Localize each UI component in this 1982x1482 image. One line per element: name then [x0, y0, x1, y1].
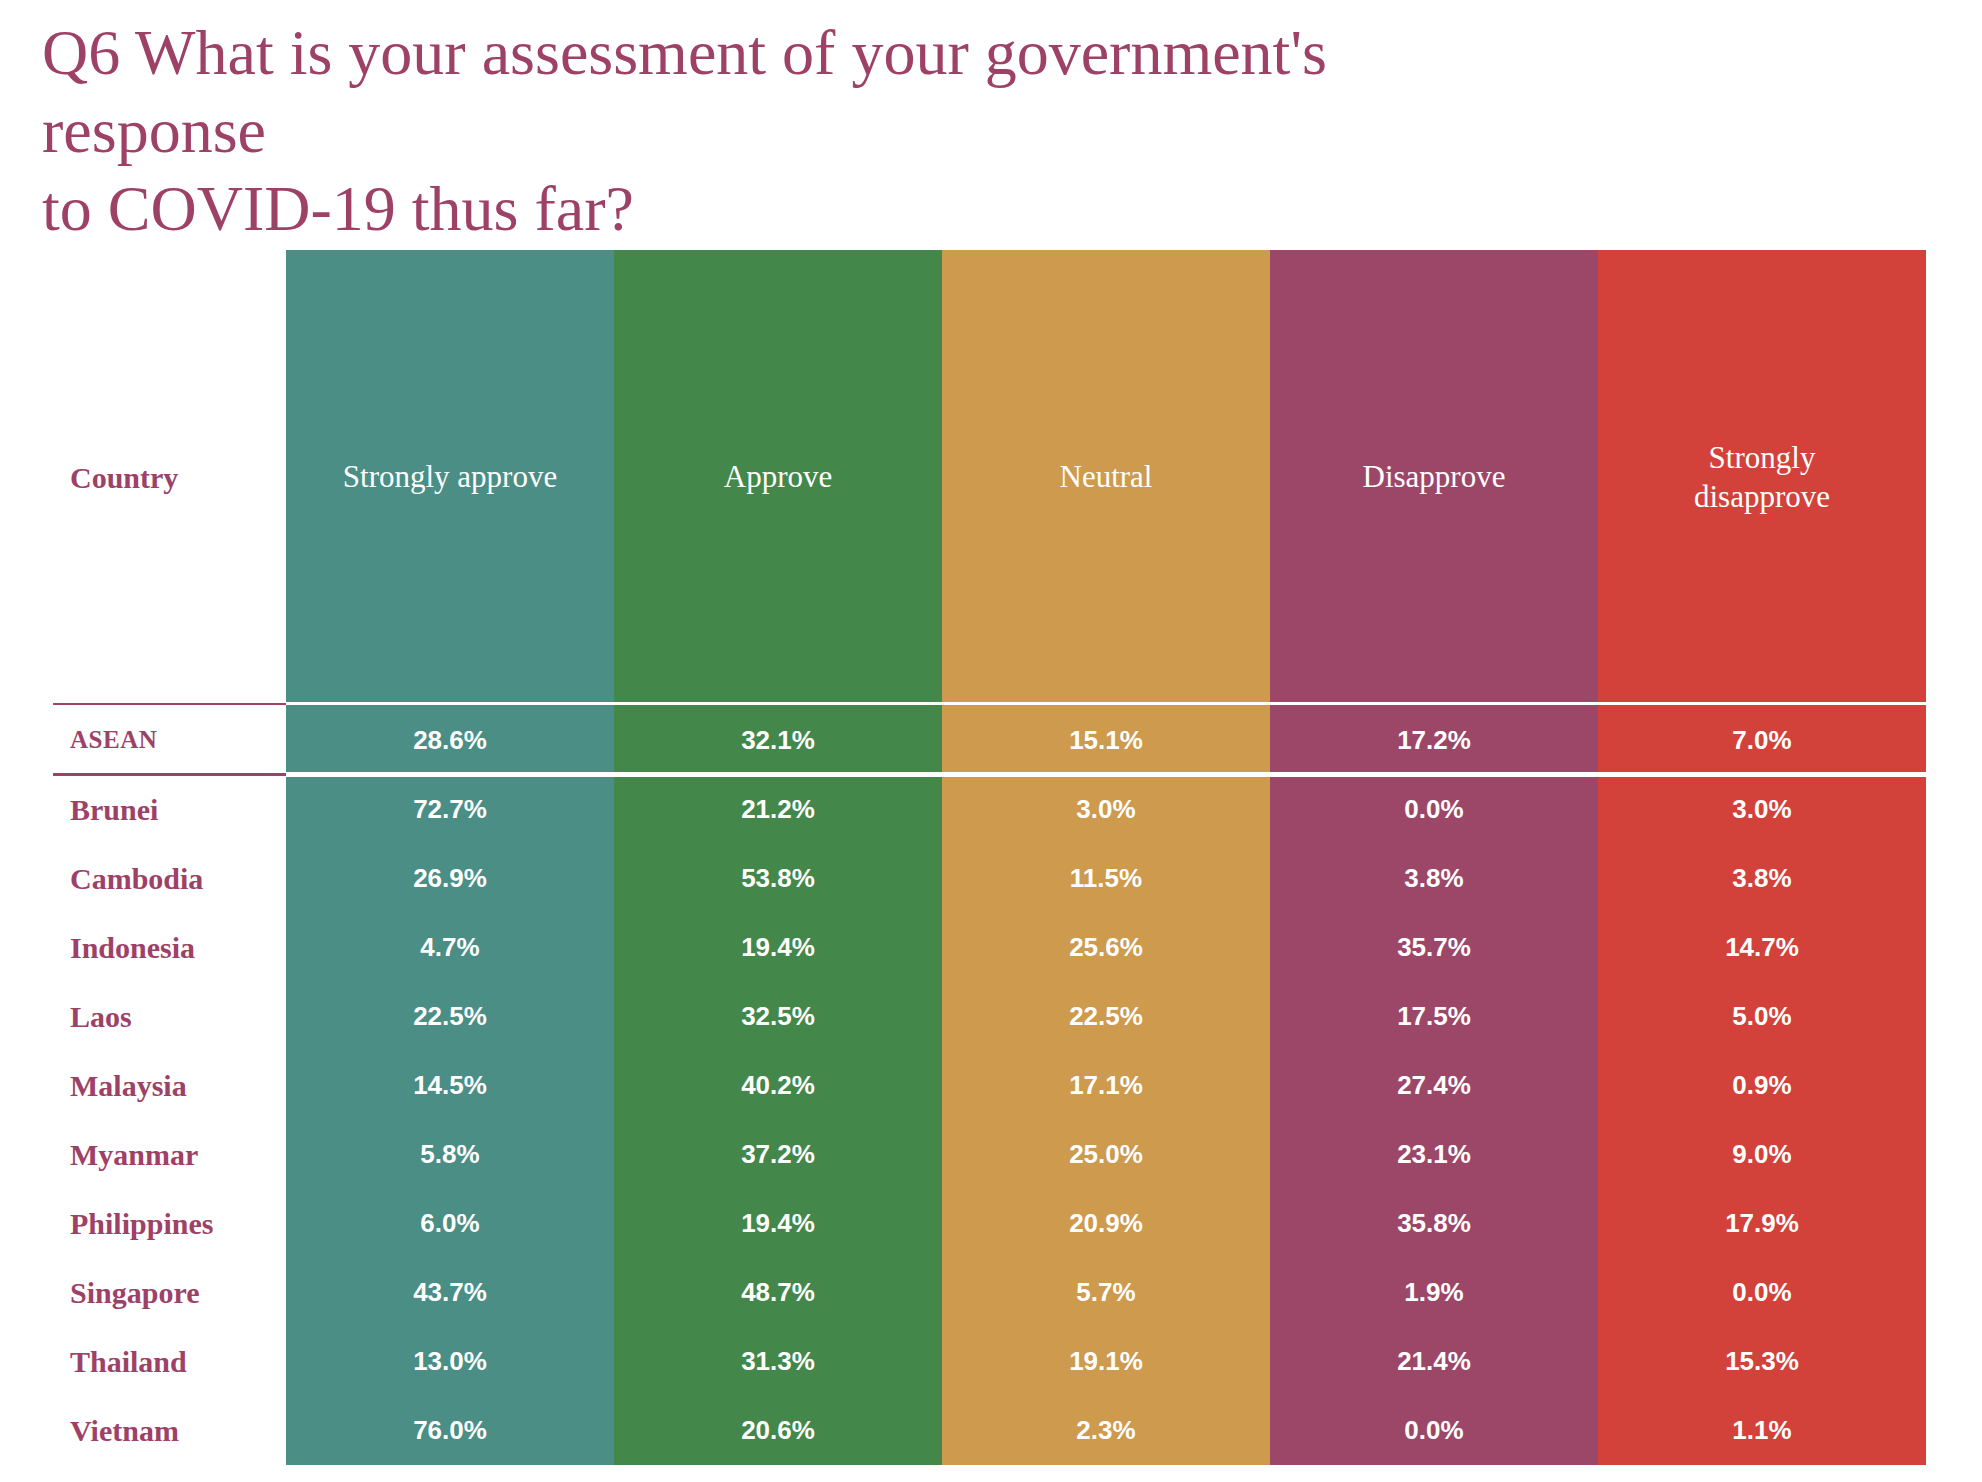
table-cell: 13.0% — [286, 1327, 614, 1396]
table-cell: 17.5% — [1270, 982, 1598, 1051]
table-cell: 32.1% — [614, 705, 942, 775]
survey-table: Country Strongly approve Approve Neutral… — [0, 250, 1926, 1465]
table-cell: 14.5% — [286, 1051, 614, 1120]
table-cell: 15.1% — [942, 705, 1270, 775]
table-cell: 19.4% — [614, 1189, 942, 1258]
table-cell: 19.4% — [614, 913, 942, 982]
column-header-neutral: Neutral — [942, 250, 1270, 705]
table-cell: 17.1% — [942, 1051, 1270, 1120]
row-label-singapore: Singapore — [0, 1258, 286, 1327]
table-cell: 11.5% — [942, 844, 1270, 913]
table-cell: 1.9% — [1270, 1258, 1598, 1327]
table-cell: 31.3% — [614, 1327, 942, 1396]
column-header-label: Neutral — [1060, 458, 1153, 497]
table-cell: 3.8% — [1598, 844, 1926, 913]
column-header-label: Strongly approve — [343, 458, 557, 497]
table-cell: 27.4% — [1270, 1051, 1598, 1120]
table-cell: 25.0% — [942, 1120, 1270, 1189]
table-cell: 40.2% — [614, 1051, 942, 1120]
infographic-canvas: Q6 What is your assessment of your gover… — [0, 0, 1982, 1482]
table-cell: 3.8% — [1270, 844, 1598, 913]
column-header-label: Strongly disapprove — [1650, 439, 1875, 517]
table-cell: 14.7% — [1598, 913, 1926, 982]
table-cell: 0.0% — [1598, 1258, 1926, 1327]
row-label-asean: ASEAN — [0, 705, 286, 775]
row-label-indonesia: Indonesia — [0, 913, 286, 982]
summary-row-bottom-rule-colored — [286, 772, 1926, 777]
table-cell: 9.0% — [1598, 1120, 1926, 1189]
table-cell: 0.0% — [1270, 775, 1598, 844]
row-label-cambodia: Cambodia — [0, 844, 286, 913]
table-cell: 72.7% — [286, 775, 614, 844]
table-cell: 20.6% — [614, 1396, 942, 1465]
column-header-approve: Approve — [614, 250, 942, 705]
table-cell: 48.7% — [614, 1258, 942, 1327]
page-title-line1: Q6 What is your assessment of your gover… — [42, 14, 1542, 170]
summary-row-bottom-rule-label — [53, 773, 286, 776]
table-cell: 1.1% — [1598, 1396, 1926, 1465]
table-cell: 5.8% — [286, 1120, 614, 1189]
page-title-line2: to COVID-19 thus far? — [42, 170, 1542, 248]
table-cell: 3.0% — [942, 775, 1270, 844]
table-cell: 20.9% — [942, 1189, 1270, 1258]
table-cell: 21.4% — [1270, 1327, 1598, 1396]
table-cell: 5.7% — [942, 1258, 1270, 1327]
table-cell: 17.2% — [1270, 705, 1598, 775]
table-cell: 43.7% — [286, 1258, 614, 1327]
table-cell: 22.5% — [942, 982, 1270, 1051]
table-cell: 37.2% — [614, 1120, 942, 1189]
table-cell: 21.2% — [614, 775, 942, 844]
row-label-thailand: Thailand — [0, 1327, 286, 1396]
row-label-myanmar: Myanmar — [0, 1120, 286, 1189]
table-cell: 32.5% — [614, 982, 942, 1051]
row-label-brunei: Brunei — [0, 775, 286, 844]
table-cell: 0.0% — [1270, 1396, 1598, 1465]
table-cell: 5.0% — [1598, 982, 1926, 1051]
page-title: Q6 What is your assessment of your gover… — [42, 14, 1542, 248]
table-cell: 3.0% — [1598, 775, 1926, 844]
column-header-label: Approve — [724, 458, 832, 497]
table-cell: 6.0% — [286, 1189, 614, 1258]
table-cell: 35.7% — [1270, 913, 1598, 982]
row-label-laos: Laos — [0, 982, 286, 1051]
column-header-label: Disapprove — [1363, 458, 1506, 497]
table-cell: 7.0% — [1598, 705, 1926, 775]
table-cell: 0.9% — [1598, 1051, 1926, 1120]
summary-row-top-rule-label — [53, 703, 286, 705]
table-cell: 35.8% — [1270, 1189, 1598, 1258]
row-label-philippines: Philippines — [0, 1189, 286, 1258]
column-header-strongly-disapprove: Strongly disapprove — [1598, 250, 1926, 705]
table-cell: 17.9% — [1598, 1189, 1926, 1258]
table-cell: 25.6% — [942, 913, 1270, 982]
row-label-malaysia: Malaysia — [0, 1051, 286, 1120]
table-cell: 19.1% — [942, 1327, 1270, 1396]
summary-row-top-rule-colored — [286, 702, 1926, 705]
table-cell: 22.5% — [286, 982, 614, 1051]
table-cell: 26.9% — [286, 844, 614, 913]
column-header-disapprove: Disapprove — [1270, 250, 1598, 705]
table-cell: 28.6% — [286, 705, 614, 775]
table-cell: 15.3% — [1598, 1327, 1926, 1396]
row-label-vietnam: Vietnam — [0, 1396, 286, 1465]
table-cell: 53.8% — [614, 844, 942, 913]
country-column-header: Country — [0, 250, 286, 705]
table-cell: 2.3% — [942, 1396, 1270, 1465]
table-cell: 76.0% — [286, 1396, 614, 1465]
table-cell: 23.1% — [1270, 1120, 1598, 1189]
table-cell: 4.7% — [286, 913, 614, 982]
column-header-strongly-approve: Strongly approve — [286, 250, 614, 705]
